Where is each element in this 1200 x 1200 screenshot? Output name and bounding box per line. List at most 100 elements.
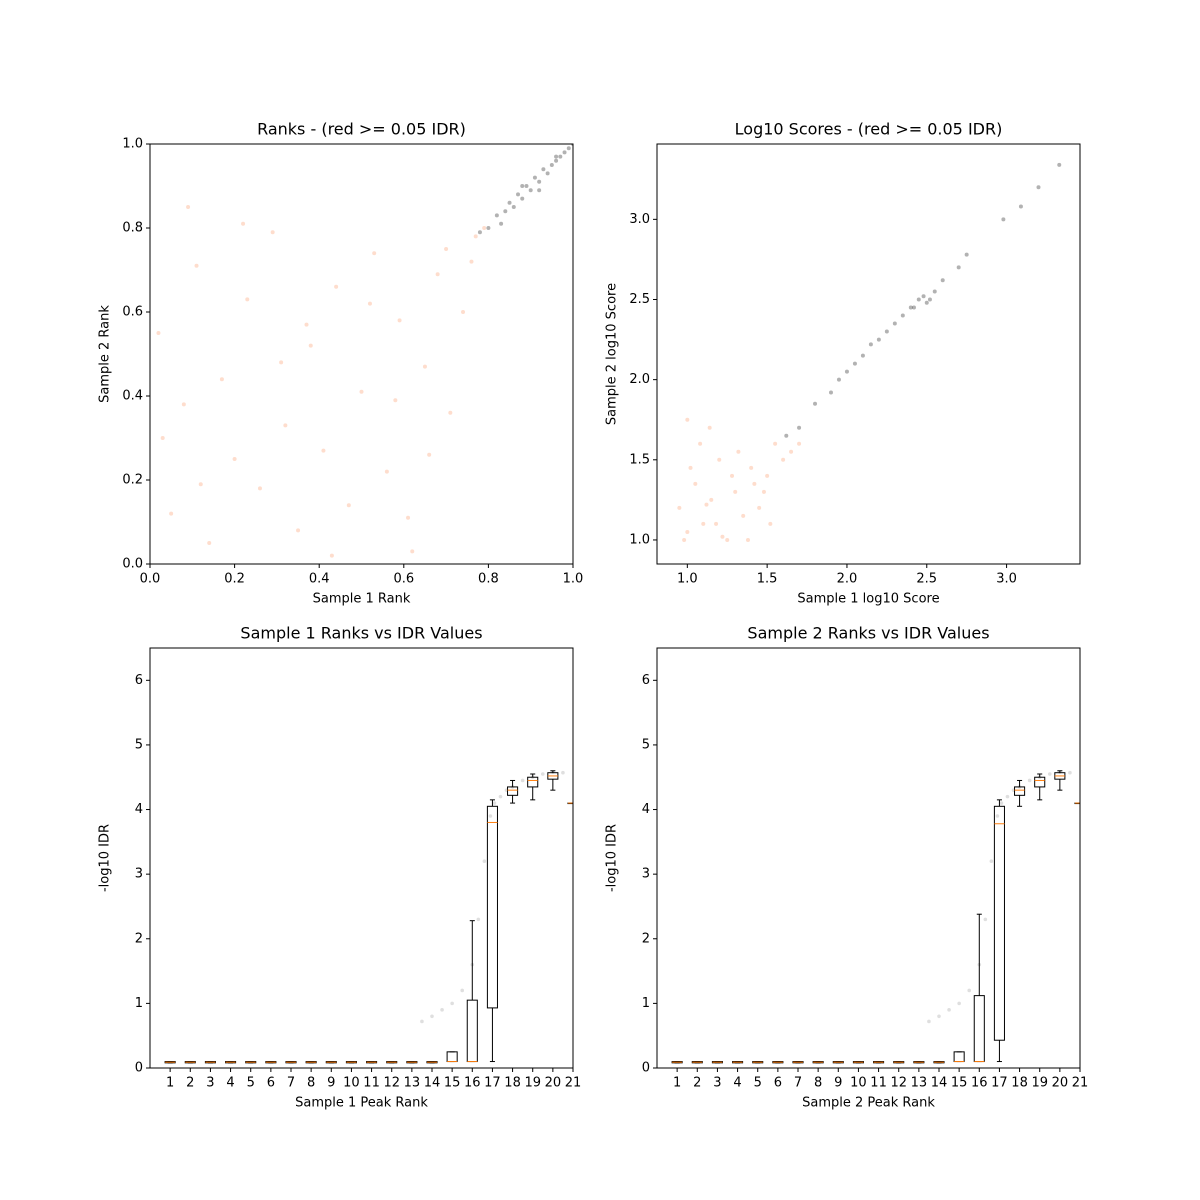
point <box>916 297 921 302</box>
point <box>520 778 525 783</box>
point <box>435 272 440 277</box>
point <box>181 402 186 407</box>
x-tick-label: 5 <box>754 1076 762 1091</box>
point <box>257 486 262 491</box>
point <box>789 449 794 454</box>
x-tick-label: 4 <box>226 1076 234 1091</box>
point <box>908 305 913 310</box>
point <box>427 452 432 457</box>
point <box>927 297 932 302</box>
point <box>1001 217 1006 222</box>
point <box>554 154 559 159</box>
y-tick-label: 6 <box>135 673 143 688</box>
point <box>384 469 389 474</box>
y-tick-label: 0.8 <box>122 221 143 236</box>
x-tick-label: 2.0 <box>837 572 858 587</box>
y-tick-label: 2 <box>642 931 650 946</box>
plot-area <box>164 770 573 1064</box>
point <box>241 221 246 226</box>
box <box>527 776 539 788</box>
y-tick-label: 0 <box>642 1061 650 1076</box>
point <box>537 188 542 193</box>
point <box>964 252 969 257</box>
point <box>194 263 199 268</box>
box <box>953 1051 965 1063</box>
point <box>469 259 474 264</box>
x-tick-label: 3 <box>206 1076 214 1091</box>
y-tick-label: 2 <box>135 931 143 946</box>
point <box>329 553 334 558</box>
box <box>507 786 519 796</box>
point <box>279 360 284 365</box>
x-tick-label: 0.8 <box>478 572 499 587</box>
x-tick-label: 14 <box>931 1076 948 1091</box>
point <box>1036 185 1041 190</box>
point <box>1047 772 1052 776</box>
y-tick-label: 0.4 <box>122 389 143 404</box>
y-tick-label: 4 <box>135 802 143 817</box>
point <box>420 1019 424 1024</box>
point <box>765 473 770 478</box>
point <box>270 230 275 235</box>
point <box>367 301 372 306</box>
point <box>704 502 709 507</box>
x-tick-label: 7 <box>794 1076 802 1091</box>
point <box>498 794 503 799</box>
point <box>940 278 945 283</box>
point <box>725 537 730 542</box>
point <box>198 482 203 487</box>
y-tick-label: 0 <box>135 1061 143 1076</box>
point <box>983 917 988 922</box>
point <box>219 377 224 382</box>
point <box>768 521 773 526</box>
point <box>989 859 994 864</box>
x-tick-label: 7 <box>287 1076 295 1091</box>
x-tick-label: 3 <box>713 1076 721 1091</box>
subplot-title: Ranks - (red >= 0.05 IDR) <box>257 120 466 139</box>
subplot-title: Sample 1 Ranks vs IDR Values <box>240 624 482 643</box>
point <box>1057 162 1062 167</box>
point <box>207 541 212 545</box>
point <box>797 425 802 430</box>
x-axis-label: Sample 1 Rank <box>313 592 411 607</box>
point <box>720 534 725 539</box>
box <box>466 999 478 1063</box>
point <box>410 549 415 554</box>
subplot: Sample 2 Ranks vs IDR Values Sample 2 Pea… <box>605 624 1089 1111</box>
x-tick-label: 2 <box>186 1076 194 1091</box>
point <box>1068 770 1072 775</box>
x-tick-label: 15 <box>951 1076 968 1091</box>
box <box>973 995 985 1063</box>
box <box>993 805 1005 1041</box>
x-tick-label: 17 <box>991 1076 1008 1091</box>
point <box>430 1014 434 1019</box>
x-tick-label: 10 <box>850 1076 867 1091</box>
point <box>736 449 741 454</box>
x-tick-label: 12 <box>383 1076 400 1091</box>
point <box>956 265 961 270</box>
x-tick-label: 20 <box>545 1076 562 1091</box>
point <box>927 1019 931 1024</box>
x-tick-label: 17 <box>484 1076 501 1091</box>
box <box>446 1051 458 1063</box>
y-tick-label: 1 <box>642 996 650 1011</box>
axes-frame <box>656 143 1081 565</box>
point <box>461 310 466 314</box>
point <box>784 433 789 438</box>
x-tick-label: 19 <box>524 1076 541 1091</box>
point <box>169 511 174 516</box>
point <box>562 150 567 155</box>
point <box>693 481 698 486</box>
x-tick-label: 21 <box>565 1076 582 1091</box>
x-tick-label: 2 <box>693 1076 701 1091</box>
point <box>334 284 339 289</box>
y-tick-label: 5 <box>642 737 650 752</box>
point <box>844 369 849 374</box>
point <box>477 230 482 235</box>
x-tick-label: 14 <box>424 1076 441 1091</box>
x-tick-label: 1.0 <box>677 572 698 587</box>
point <box>346 503 351 508</box>
point <box>537 179 542 184</box>
x-tick-label: 9 <box>327 1076 335 1091</box>
point <box>283 423 288 428</box>
